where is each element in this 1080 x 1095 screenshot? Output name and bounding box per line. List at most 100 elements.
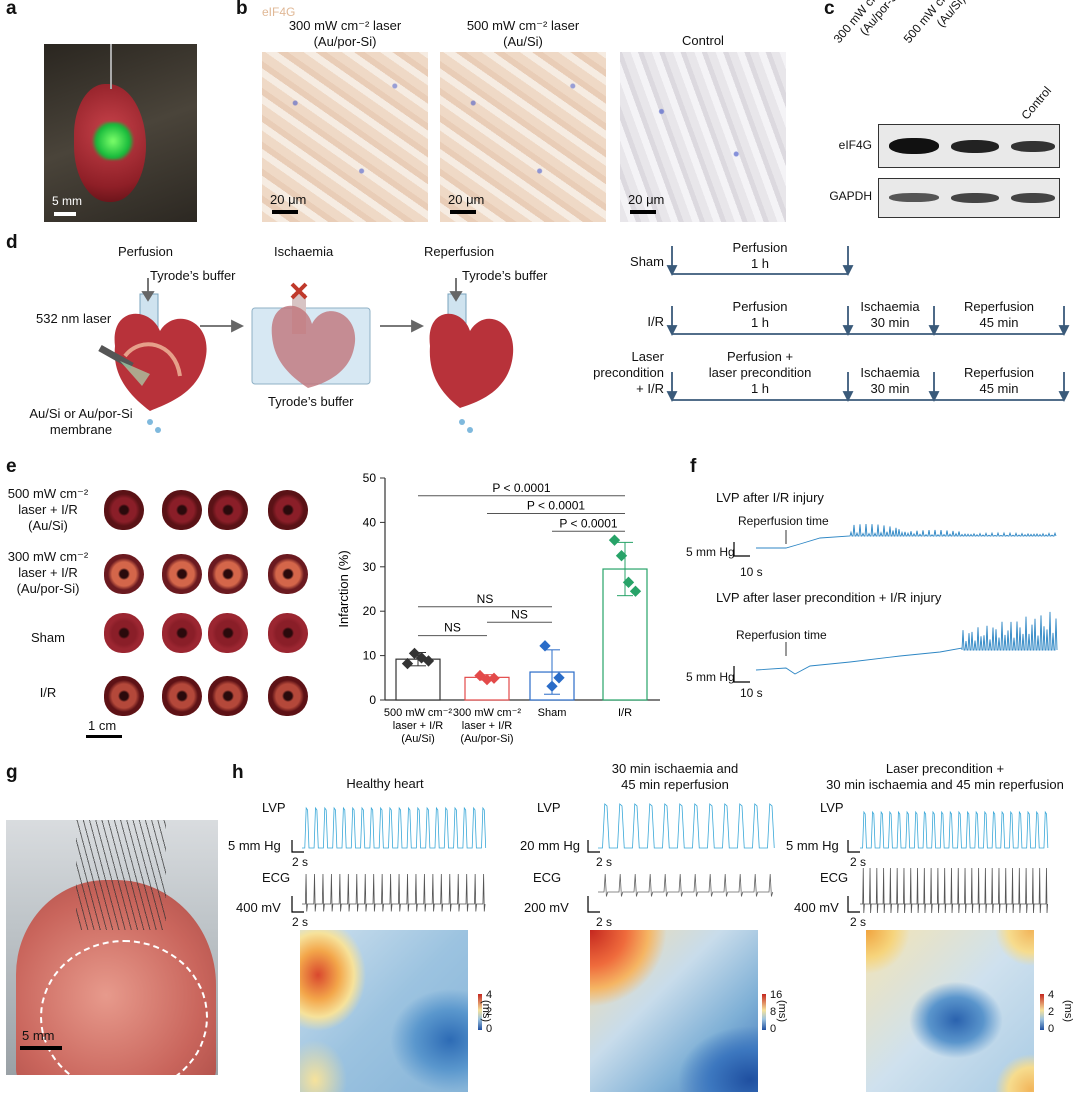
heart-slice — [268, 490, 308, 530]
label-tyrode-1: Tyrode’s buffer — [150, 268, 236, 283]
band — [1011, 141, 1055, 152]
scale-label-g: 5 mm — [22, 1028, 55, 1043]
colorbar-1 — [478, 994, 482, 1030]
green-fluorescence — [92, 122, 134, 160]
protocol-timelines — [666, 246, 1070, 403]
x-tick-label: I/R — [618, 707, 632, 719]
heart-slice — [104, 613, 144, 653]
scale-bar-h-lvp — [291, 840, 304, 853]
activation-heatmap-3 — [866, 930, 1034, 1092]
reperfusion-label-2: Reperfusion time — [736, 628, 827, 642]
label-membrane: Au/Si or Au/por-Si membrane — [29, 406, 133, 437]
col-title-3: Control — [682, 33, 724, 48]
comparison-label: P < 0.0001 — [492, 481, 550, 495]
heart-perfusion — [98, 293, 207, 433]
heart-slice — [268, 613, 308, 653]
cbar-tick-1a: 4 — [486, 989, 493, 1001]
h-title-1: Healthy heart — [346, 776, 424, 791]
colorbar-3 — [1040, 994, 1044, 1030]
comparison-label: NS — [444, 621, 461, 635]
histology-image-2: 20 μm — [440, 52, 606, 222]
cbar-tick-3b: 2 — [1048, 1006, 1055, 1018]
scale-label-e: 1 cm — [88, 718, 117, 733]
lvp-trace-2 — [755, 611, 1058, 675]
band — [951, 193, 999, 203]
laser-step-1: Perfusion + laser precondition 1 h — [708, 349, 812, 396]
scale-bar-h-ecg — [291, 896, 304, 913]
comparison-label: NS — [511, 607, 528, 621]
trace-title-2: LVP after laser precondition + I/R injur… — [716, 590, 942, 605]
cbar-tick-3a: 4 — [1048, 989, 1055, 1001]
slice-row-label-1: 500 mW cm⁻² laser + I/R (Au/Si) — [7, 486, 89, 533]
panel-label-e: e — [6, 456, 17, 477]
activation-heatmap-2 — [590, 930, 758, 1092]
scale-bar-e — [86, 735, 122, 738]
cbar-tick-2a: 16 — [770, 989, 783, 1001]
heart-reperfusion — [429, 293, 514, 433]
time-label-1b: 2 s — [292, 915, 309, 929]
heart-photo-a: 5 mm — [44, 44, 197, 222]
scale-label-a: 5 mm — [52, 194, 82, 208]
protocol-name-laser: Laser precondition + I/R — [593, 349, 664, 396]
x-tick-label: 500 mW cm⁻² laser + I/R (Au/Si) — [384, 707, 452, 745]
scale-bar-b2 — [450, 210, 476, 214]
protocol-name-ir: I/R — [647, 314, 664, 329]
col-title-2: 500 mW cm⁻² laser (Au/Si) — [466, 18, 580, 49]
heart-slice — [162, 613, 202, 653]
label-ischaemia: Ischaemia — [274, 244, 334, 259]
band — [1011, 193, 1055, 203]
scale-bar-b3 — [630, 210, 656, 214]
suture-line — [110, 44, 112, 89]
heart-slice — [162, 676, 202, 716]
ecg-label-2: ECG — [533, 870, 562, 885]
ecg-label-1: ECG — [262, 870, 291, 885]
sham-step-1: Perfusion 1 h — [732, 240, 788, 271]
colorbar-2 — [762, 994, 766, 1030]
h-title-3: Laser precondition + 30 min ischaemia an… — [826, 761, 1064, 792]
lvp-trace-h3 — [860, 810, 1049, 849]
label-tyrode-2: Tyrode’s buffer — [268, 394, 354, 409]
panel-label-d: d — [6, 232, 18, 253]
cbar-tick-2c: 0 — [770, 1023, 777, 1035]
scale-bar-h-lvp — [847, 840, 860, 853]
scale-bar-h-lvp — [587, 840, 600, 853]
time-label-2b: 2 s — [596, 915, 613, 929]
slice-row-label-2: 300 mW cm⁻² laser + I/R (Au/por-Si) — [7, 549, 89, 596]
heart-slice — [208, 490, 248, 530]
lane-label-3: Control — [1018, 83, 1055, 123]
col-title-1: 300 mW cm⁻² laser (Au/por-Si) — [288, 18, 402, 49]
blot-row-label-1: eIF4G — [838, 138, 872, 152]
process-arrows — [141, 278, 463, 333]
blot-eif4g — [878, 124, 1060, 168]
heart-slice — [104, 490, 144, 530]
heart-slice — [208, 613, 248, 653]
laser-step-2: Ischaemia 30 min — [860, 365, 920, 396]
heart-slice — [208, 554, 248, 594]
stain-label: eIF4G — [262, 5, 296, 19]
electrode-area-circle — [40, 940, 208, 1075]
ir-step-1: Perfusion 1 h — [732, 299, 788, 330]
heart-slice — [104, 554, 144, 594]
electrode-wires — [76, 820, 166, 930]
label-reperfusion: Reperfusion — [424, 244, 495, 259]
panel-label-h: h — [232, 762, 244, 783]
scale-label-b2: 20 μm — [448, 192, 485, 207]
laser-step-3: Reperfusion 45 min — [963, 365, 1035, 396]
x-tick-label: 300 mW cm⁻² laser + I/R (Au/por-Si) — [453, 707, 521, 745]
y-axis-label: Infarction (%) — [336, 550, 351, 627]
scale-label-b1: 20 μm — [270, 192, 307, 207]
lvp-trace-h2 — [598, 803, 775, 849]
h-title-2: 30 min ischaemia and 45 min reperfusion — [611, 761, 739, 792]
y-tick-label: 10 — [363, 649, 377, 663]
lane-label-2: 500 mW cm⁻² laser (Au/Si) — [900, 0, 969, 46]
y-tick-label: 30 — [363, 560, 377, 574]
lvp-bar-label-2: 20 mm Hg — [520, 838, 580, 853]
time-label-1a: 2 s — [292, 855, 309, 869]
ybar-label-1: 5 mm Hg — [686, 545, 735, 559]
ir-step-2: Ischaemia 30 min — [860, 299, 920, 330]
scale-bar-h-ecg — [847, 896, 860, 913]
band — [951, 140, 999, 153]
xbar-label-2: 10 s — [740, 686, 763, 700]
cbar-tick-2b: 8 — [770, 1006, 777, 1018]
ecg-bar-label-3: 400 mV — [794, 900, 839, 915]
